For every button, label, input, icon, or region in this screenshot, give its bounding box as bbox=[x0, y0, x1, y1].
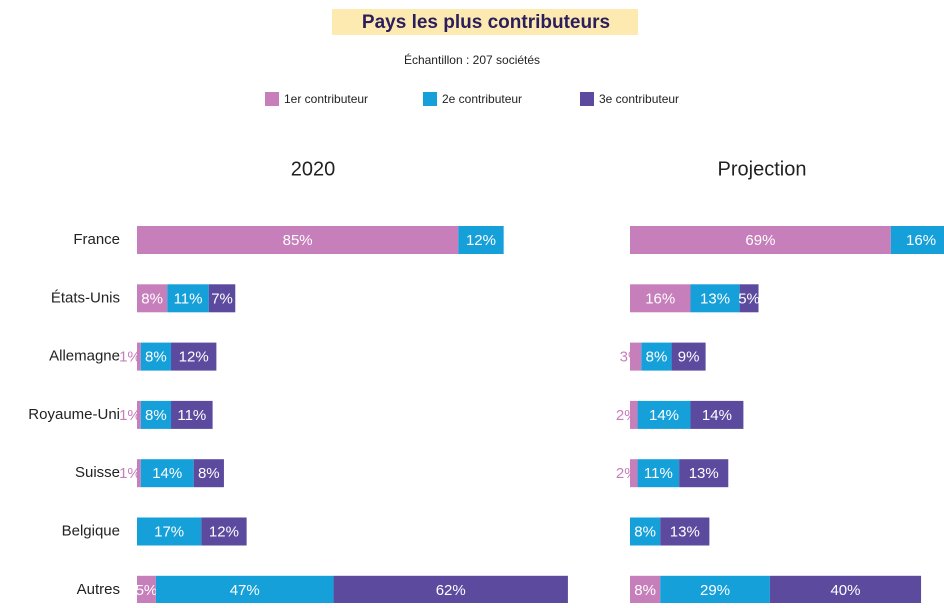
bar-segment bbox=[137, 284, 168, 313]
bar-segment bbox=[137, 517, 202, 546]
value-label: 8% bbox=[198, 465, 220, 482]
value-label: 13% bbox=[670, 523, 700, 540]
bar-segment bbox=[630, 459, 638, 488]
value-label: 2% bbox=[616, 465, 638, 482]
value-label: 8% bbox=[141, 290, 163, 307]
value-label: 16% bbox=[906, 232, 936, 249]
value-label: 1% bbox=[119, 407, 141, 424]
value-label: 13% bbox=[689, 465, 719, 482]
bar-segment bbox=[660, 575, 770, 604]
category-label: Autres bbox=[77, 581, 120, 598]
value-label: 8% bbox=[634, 582, 656, 599]
value-label: 14% bbox=[152, 465, 182, 482]
bar-segment bbox=[171, 342, 217, 371]
value-label: 1% bbox=[119, 349, 141, 366]
value-label: 8% bbox=[145, 349, 167, 366]
bar-segment bbox=[137, 575, 156, 604]
bar-segment bbox=[637, 400, 691, 429]
value-label: 9% bbox=[678, 349, 700, 366]
bar-segment bbox=[671, 342, 706, 371]
value-label: 12% bbox=[466, 232, 496, 249]
value-label: 16% bbox=[645, 290, 675, 307]
category-label: Suisse bbox=[75, 464, 120, 481]
value-label: 47% bbox=[230, 582, 260, 599]
value-label: 8% bbox=[145, 407, 167, 424]
bar-segment bbox=[630, 517, 661, 546]
legend-label: 1er contributeur bbox=[284, 92, 368, 106]
category-label: France bbox=[73, 231, 120, 248]
bar-segment bbox=[208, 284, 236, 313]
bar-segment bbox=[630, 284, 691, 313]
value-label: 11% bbox=[177, 407, 206, 424]
value-label: 12% bbox=[209, 523, 239, 540]
bar-segment bbox=[660, 517, 710, 546]
panel-title: 2020 bbox=[291, 158, 336, 180]
bar-segment bbox=[155, 575, 334, 604]
bar-segment bbox=[890, 226, 944, 254]
value-label: 3% bbox=[620, 349, 642, 366]
value-label: 7% bbox=[211, 290, 233, 307]
bar-segment bbox=[630, 342, 642, 371]
legend-swatch bbox=[265, 92, 279, 106]
bar-segment bbox=[201, 517, 247, 546]
title-highlight bbox=[332, 9, 638, 35]
value-label: 11% bbox=[644, 465, 673, 482]
value-label: 14% bbox=[649, 407, 679, 424]
bar-segment bbox=[637, 459, 680, 488]
category-label: Belgique bbox=[62, 522, 120, 539]
legend-label: 2e contributeur bbox=[442, 92, 522, 106]
bar-segment bbox=[690, 284, 740, 313]
bar-segment bbox=[193, 459, 224, 488]
value-label: 40% bbox=[830, 582, 860, 599]
category-label: Royaume-Uni bbox=[28, 406, 120, 423]
value-label: 62% bbox=[436, 582, 466, 599]
bar-segment bbox=[140, 342, 172, 371]
legend-swatch bbox=[580, 92, 594, 106]
bar-segment bbox=[137, 342, 141, 371]
bar-segment bbox=[630, 400, 638, 429]
bar-segment bbox=[137, 459, 141, 488]
value-label: 17% bbox=[154, 523, 184, 540]
chart-title: Pays les plus contributeurs bbox=[362, 12, 610, 33]
legend-label: 3e contributeur bbox=[599, 92, 679, 106]
subtitle: Échantillon : 207 sociétés bbox=[404, 52, 540, 67]
bar-segment bbox=[140, 400, 172, 429]
bar-segment bbox=[630, 575, 661, 604]
bar-segment bbox=[137, 400, 141, 429]
panel-title: Projection bbox=[718, 158, 807, 180]
bar-segment bbox=[171, 400, 213, 429]
bar-segment bbox=[140, 459, 194, 488]
bar-segment bbox=[630, 226, 891, 254]
value-label: 8% bbox=[646, 349, 668, 366]
legend-swatch bbox=[423, 92, 437, 106]
bar-segment bbox=[641, 342, 672, 371]
bar-segment bbox=[769, 575, 922, 604]
bar-segment bbox=[690, 400, 744, 429]
value-label: 14% bbox=[702, 407, 732, 424]
value-label: 11% bbox=[174, 290, 203, 307]
bar-segment bbox=[137, 226, 459, 254]
value-label: 2% bbox=[616, 407, 638, 424]
category-label: États-Unis bbox=[51, 289, 120, 306]
bar-segment bbox=[679, 459, 729, 488]
value-label: 12% bbox=[179, 349, 209, 366]
value-label: 1% bbox=[119, 465, 141, 482]
category-label: Allemagne bbox=[49, 348, 120, 365]
value-label: 8% bbox=[634, 523, 656, 540]
bar-segment bbox=[167, 284, 209, 313]
value-label: 5% bbox=[738, 290, 760, 307]
value-label: 29% bbox=[700, 582, 730, 599]
value-label: 5% bbox=[136, 582, 158, 599]
value-label: 13% bbox=[700, 290, 730, 307]
bar-segment bbox=[458, 226, 504, 254]
value-label: 85% bbox=[283, 232, 313, 249]
bar-segment bbox=[739, 284, 759, 313]
value-label: 69% bbox=[745, 232, 775, 249]
bar-segment bbox=[333, 575, 568, 604]
